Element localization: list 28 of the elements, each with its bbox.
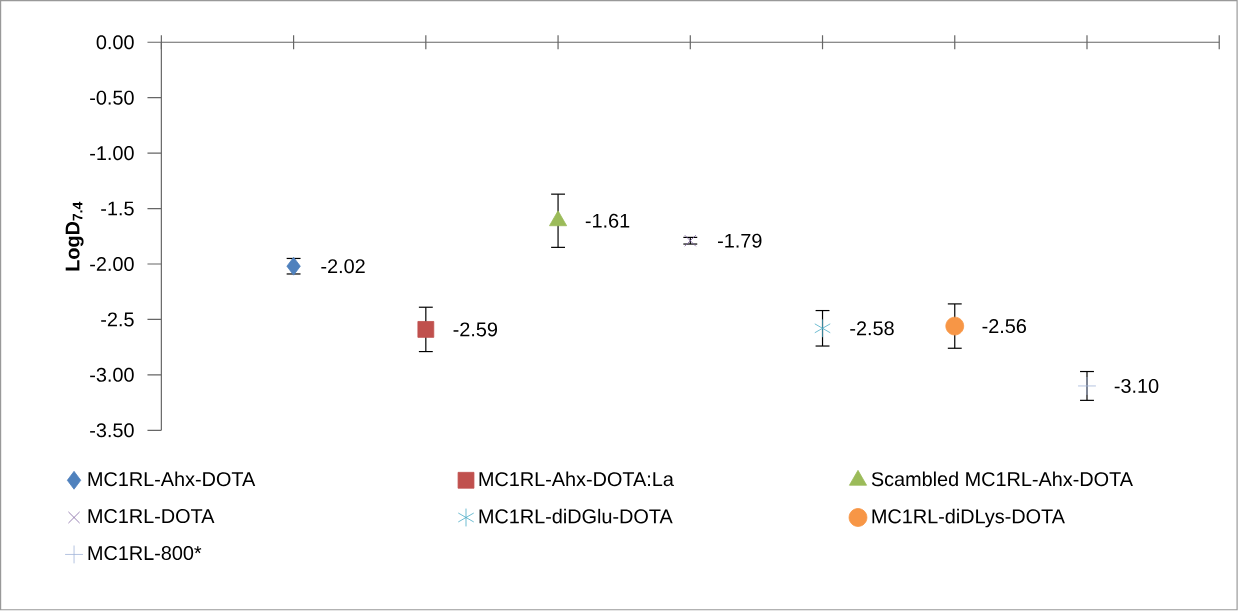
legend-label: MC1RL-diDLys-DOTA xyxy=(872,509,1065,528)
data-label: -3.10 xyxy=(1114,379,1159,394)
text: LogD$_{7.4}$ xyxy=(65,202,84,271)
y-tick-label: -0.50 xyxy=(90,90,134,105)
legend-label: MC1RL-Ahx-DOTA:La xyxy=(479,471,674,487)
y-tick-label: -2.00 xyxy=(90,257,134,272)
data-label: -2.59 xyxy=(453,322,497,337)
legend-label: MC1RL-800* xyxy=(88,546,202,561)
legend-label: MC1RL-DOTA xyxy=(88,509,215,524)
y-tick-label: -1.00 xyxy=(90,146,134,161)
y-tick-label: -2.5 xyxy=(101,312,134,327)
legend-label: Scambled MC1RL-Ahx-DOTA xyxy=(871,471,1133,487)
data-label: -1.61 xyxy=(585,213,630,229)
y-tick-label: -1.5 xyxy=(101,201,134,216)
legend-label: MC1RL-diDGlu-DOTA xyxy=(479,509,673,524)
y-tick-label: -3.50 xyxy=(90,423,134,438)
point xyxy=(549,210,568,227)
point xyxy=(814,319,831,338)
data-label: -1.79 xyxy=(718,233,762,248)
data-label: -2.58 xyxy=(850,321,894,336)
point xyxy=(945,316,965,336)
legend-label: MC1RL-Ahx-DOTA xyxy=(88,471,256,487)
point xyxy=(417,321,435,338)
point xyxy=(1077,376,1097,396)
data-label: -2.02 xyxy=(321,259,365,274)
y-tick-label: -3.00 xyxy=(90,368,134,383)
y-tick-label: 0.00 xyxy=(96,35,134,50)
data-label: -2.56 xyxy=(982,319,1026,334)
